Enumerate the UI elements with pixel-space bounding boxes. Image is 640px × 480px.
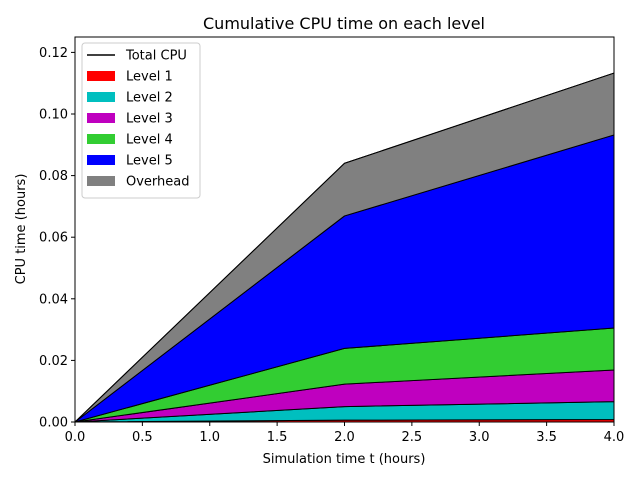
x-tick-label: 2.5	[402, 430, 423, 445]
x-tick-label: 4.0	[604, 430, 625, 445]
legend-key-level-4	[87, 134, 115, 144]
legend-label-level-3: Level 3	[126, 112, 173, 127]
legend-key-level-2	[87, 92, 115, 102]
y-tick-label: 0.06	[39, 231, 68, 246]
total-cpu-line	[74, 72, 615, 423]
legend-label-total-cpu: Total CPU	[125, 49, 187, 64]
legend-label-overhead: Overhead	[126, 175, 190, 190]
legend-key-overhead	[87, 176, 115, 186]
plot-frame	[74, 36, 615, 423]
y-tick-label: 0.12	[39, 46, 68, 61]
x-axis-label: Simulation time t (hours)	[263, 452, 426, 467]
y-axis-label: CPU time (hours)	[14, 174, 29, 285]
x-axis-ticks: 0.0 0.5 1.0 1.5 2.0 2.5 3.0 3.5 4.0	[65, 422, 625, 445]
stacked-areas	[74, 72, 615, 423]
y-tick-label: 0.00	[39, 416, 68, 431]
x-tick-label: 0.0	[65, 430, 86, 445]
legend-key-level-5	[87, 155, 115, 165]
x-tick-label: 2.0	[334, 430, 355, 445]
x-tick-label: 3.0	[469, 430, 490, 445]
x-tick-label: 1.0	[199, 430, 220, 445]
legend: Total CPU Level 1 Level 2 Level 3 Level 4 Lev…	[81, 42, 201, 199]
legend-label-level-2: Level 2	[126, 91, 173, 106]
legend-label-level-5: Level 5	[126, 154, 173, 169]
legend-label-level-1: Level 1	[126, 70, 173, 85]
y-tick-label: 0.02	[39, 354, 68, 369]
y-tick-label: 0.08	[39, 169, 68, 184]
y-tick-label: 0.04	[39, 292, 68, 307]
x-tick-label: 1.5	[267, 430, 288, 445]
legend-label-level-4: Level 4	[126, 133, 173, 148]
y-tick-label: 0.10	[39, 108, 68, 123]
legend-key-level-1	[87, 71, 115, 81]
x-tick-label: 0.5	[132, 430, 153, 445]
legend-key-level-3	[87, 113, 115, 123]
x-tick-label: 3.5	[536, 430, 557, 445]
chart-title: Cumulative CPU time on each level	[203, 14, 485, 33]
y-axis-ticks: 0.00 0.02 0.04 0.06 0.08 0.10 0.12	[39, 46, 75, 431]
